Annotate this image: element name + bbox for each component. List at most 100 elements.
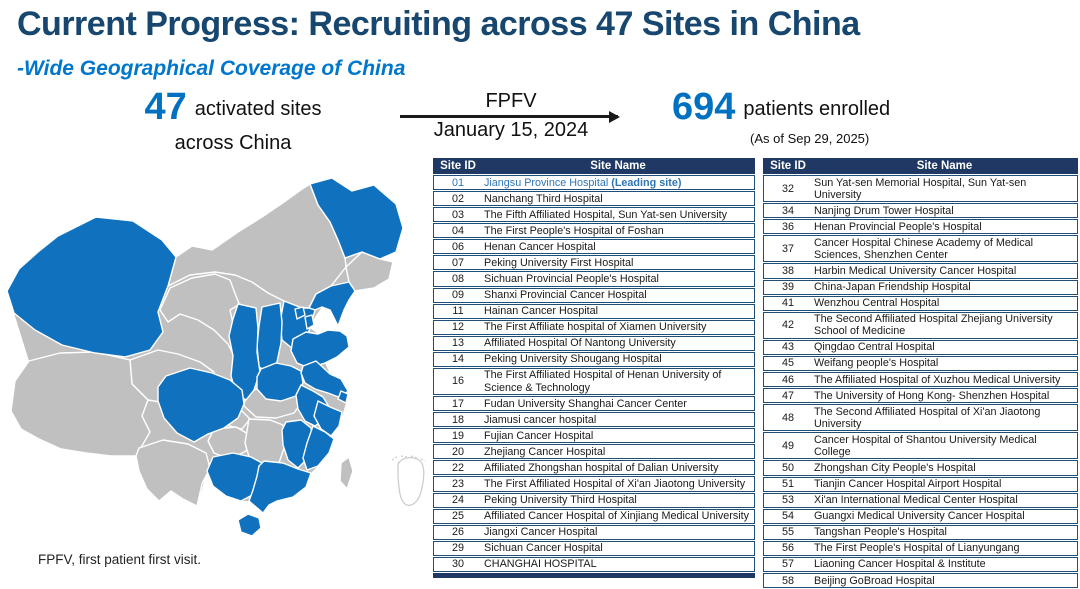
site-id: 46 xyxy=(781,373,794,386)
site-id: 20 xyxy=(451,445,464,458)
site-table-1: Site ID Site Name 01 Jiangsu Province Hospi… xyxy=(433,158,755,578)
table-row: 11 Hainan Cancer Hospital xyxy=(433,303,755,319)
province-zhejiang xyxy=(313,400,343,437)
activated-sites-label: activated sites xyxy=(194,98,322,120)
site-id: 13 xyxy=(451,337,464,350)
site-id: 07 xyxy=(451,256,464,269)
china-map xyxy=(6,177,426,537)
province-hainan xyxy=(237,513,262,537)
page-subtitle: -Wide Geographical Coverage of China xyxy=(17,57,406,80)
site-name: Jiangsu Province Hospital (Leading site) xyxy=(484,176,682,189)
table-row: 12 The First Affiliate hospital of Xiamen… xyxy=(433,319,755,335)
site-name: Sichuan Cancer Hospital xyxy=(484,542,603,555)
table-row: 18 Jiamusi cancer hospital xyxy=(433,412,755,428)
site-name: Sichuan Provincial People's Hospital xyxy=(484,272,659,285)
table-row: 49 Cancer Hospital of Shantou University … xyxy=(763,432,1078,460)
site-name: The First Affiliate hospital of Xiamen U… xyxy=(484,321,707,334)
table-row: 41 Wenzhou Central Hospital xyxy=(763,295,1078,311)
site-id: 41 xyxy=(781,297,794,310)
province-tibet xyxy=(10,351,151,457)
site-id: 39 xyxy=(781,281,794,294)
site-name: The First Affiliated Hospital of Xi'an J… xyxy=(484,477,746,490)
site-id: 01 xyxy=(451,176,464,189)
site-id: 55 xyxy=(781,526,794,539)
table-row: 42 The Second Affiliated Hospital Zhejian… xyxy=(763,311,1078,339)
site-id: 16 xyxy=(451,375,464,388)
site-id: 29 xyxy=(451,542,464,555)
site-name: Sun Yat-sen Memorial Hospital, Sun Yat-s… xyxy=(814,176,1027,201)
site-name: Henan Cancer Hospital xyxy=(484,240,596,253)
site-name: Affiliated Zhongshan hospital of Dalian … xyxy=(484,461,719,474)
site-name: Fudan University Shanghai Cancer Center xyxy=(484,397,687,410)
right-arrow-icon xyxy=(400,110,620,123)
site-id: 56 xyxy=(781,542,794,555)
table-row: 51 Tianjin Cancer Hospital Airport Hospit… xyxy=(763,476,1078,492)
site-name: Wenzhou Central Hospital xyxy=(814,297,940,310)
activated-sites-stat: 47 activated sites across China xyxy=(118,86,348,155)
site-name: The Affiliated Hospital of Xuzhou Medica… xyxy=(814,373,1061,386)
site-id: 19 xyxy=(451,429,464,442)
site-name: Fujian Cancer Hospital xyxy=(484,429,594,442)
table-row: 16 The First Affiliated Hospital of Henan… xyxy=(433,367,755,396)
table-row: 32 Sun Yat-sen Memorial Hospital, Sun Yat… xyxy=(763,175,1078,203)
site-id: 43 xyxy=(781,341,794,354)
site-id: 08 xyxy=(451,272,464,285)
site-id: 12 xyxy=(451,321,464,334)
col-header-site-name: Site Name xyxy=(590,160,646,172)
province-heilongjiang xyxy=(309,177,404,260)
table-header: Site ID Site Name xyxy=(433,158,755,174)
site-name: Jiamusi cancer hospital xyxy=(484,413,597,426)
site-name: Henan Provincial People's Hospital xyxy=(814,220,982,233)
table-row: 04 The First People's Hospital of Foshan xyxy=(433,223,755,239)
site-name: Nanjing Drum Tower Hospital xyxy=(814,204,954,217)
site-id: 53 xyxy=(781,494,794,507)
province-beijing xyxy=(294,306,306,320)
table-row: 38 Harbin Medical University Cancer Hospi… xyxy=(763,263,1078,279)
site-name: The First People's Hospital of Foshan xyxy=(484,224,664,237)
province-tianjin xyxy=(304,314,315,330)
table-row: 20 Zhejiang Cancer Hospital xyxy=(433,444,755,460)
province-shaanxi xyxy=(228,303,261,401)
table-row: 57 Liaoning Cancer Hospital & Institute xyxy=(763,556,1078,573)
table-row: 01 Jiangsu Province Hospital (Leading sit… xyxy=(433,175,755,191)
col-header-site-id: Site ID xyxy=(770,160,806,172)
site-name: Tangshan People's Hospital xyxy=(814,526,947,539)
site-id: 23 xyxy=(451,477,464,490)
table-row: 56 The First People's Hospital of Lianyun… xyxy=(763,540,1078,556)
table-row: 39 China-Japan Friendship Hospital xyxy=(763,279,1078,295)
table-row: 43 Qingdao Central Hospital xyxy=(763,339,1078,355)
table-row: 07 Peking University First Hospital xyxy=(433,255,755,271)
table-row: 08 Sichuan Provincial People's Hospital xyxy=(433,271,755,287)
site-name: The University of Hong Kong- Shenzhen Ho… xyxy=(814,389,1050,402)
site-name: Nanchang Third Hospital xyxy=(484,192,603,205)
table-row: 45 Weifang people's Hospital xyxy=(763,355,1078,372)
table-row: 58 Beijing GoBroad Hospital xyxy=(763,573,1078,589)
site-id: 18 xyxy=(451,413,464,426)
site-name: The Second Affiliated Hospital Zhejiang … xyxy=(814,313,1053,338)
table-row: 54 Guangxi Medical University Cancer Hosp… xyxy=(763,508,1078,524)
leading-site-tag: (Leading site) xyxy=(611,176,682,189)
site-id: 09 xyxy=(451,289,464,302)
site-name: CHANGHAI HOSPITAL xyxy=(484,558,597,571)
site-id: 04 xyxy=(451,224,464,237)
table-bottom-bar xyxy=(433,572,755,578)
site-id: 57 xyxy=(781,558,794,571)
page-title: Current Progress: Recruiting across 47 S… xyxy=(17,5,860,43)
activated-sites-label-line2: across China xyxy=(174,132,292,154)
site-name: China-Japan Friendship Hospital xyxy=(814,281,971,294)
table-row: 06 Henan Cancer Hospital xyxy=(433,239,755,255)
table-row: 34 Nanjing Drum Tower Hospital xyxy=(763,203,1078,219)
south-china-sea-inset-icon xyxy=(391,455,426,507)
table-row: 13 Affiliated Hospital Of Nantong Univers… xyxy=(433,335,755,351)
site-name: Harbin Medical University Cancer Hospita… xyxy=(814,264,1017,277)
site-name: Tianjin Cancer Hospital Airport Hospital xyxy=(814,478,1002,491)
site-id: 26 xyxy=(451,526,464,539)
site-id: 38 xyxy=(781,264,794,277)
table-row: 23 The First Affiliated Hospital of Xi'an… xyxy=(433,476,755,492)
site-id: 37 xyxy=(781,242,794,255)
activated-sites-value: 47 xyxy=(144,86,187,128)
site-id: 48 xyxy=(781,411,794,424)
site-name: Zhongshan City People's Hospital xyxy=(814,461,976,474)
site-id: 02 xyxy=(451,192,464,205)
table-row: 19 Fujian Cancer Hospital xyxy=(433,428,755,444)
